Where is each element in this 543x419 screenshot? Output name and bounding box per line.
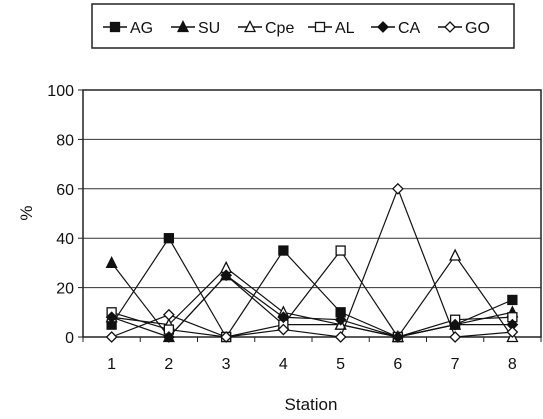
y-axis-title: %	[17, 205, 36, 220]
y-axis-ticks: 0 20 40 60 80 100	[47, 83, 83, 347]
legend-marker	[444, 21, 456, 33]
series-ca	[105, 269, 519, 343]
y-tick-label: 0	[65, 330, 74, 347]
legend-label: AG	[130, 20, 153, 37]
legend-item-su: SU	[171, 20, 220, 37]
x-tick-label: 1	[107, 356, 116, 373]
data-point-ca	[334, 313, 347, 326]
legend-item-ca: CA	[371, 20, 421, 37]
y-tick-label: 80	[56, 132, 74, 149]
data-point-ag	[163, 233, 175, 244]
y-tick-label: 20	[56, 281, 74, 298]
legend-marker	[243, 20, 257, 33]
legend-label: GO	[465, 20, 490, 37]
data-point-go	[220, 331, 233, 343]
legend-label: AL	[335, 20, 355, 37]
series-line-go	[111, 187, 513, 338]
gridlines	[83, 138, 541, 289]
data-point-su	[105, 255, 118, 269]
series-line-al	[111, 249, 513, 338]
data-point-ag	[507, 294, 518, 306]
legend-item-go: GO	[438, 20, 490, 37]
data-point-ca	[277, 311, 290, 324]
x-axis-ticks: 1 2 3 4 5 6 7 8	[82, 337, 542, 373]
data-point-go	[391, 182, 404, 195]
y-tick-label: 100	[47, 83, 74, 100]
data-point-go	[277, 323, 290, 336]
data-point-ca	[105, 311, 118, 324]
legend-item-al: AL	[308, 20, 355, 37]
x-tick-label: 7	[451, 356, 460, 373]
legend-item-cpe: Cpe	[238, 20, 294, 37]
legend-marker	[176, 20, 190, 33]
legend: AG SU Cpe AL CA GO	[91, 3, 515, 49]
x-tick-label: 4	[279, 356, 288, 373]
x-tick-label: 6	[393, 356, 402, 373]
legend-marker	[109, 21, 121, 33]
x-tick-label: 8	[508, 356, 517, 373]
data-point-go	[506, 326, 519, 338]
data-point-ca	[449, 318, 462, 331]
data-point-go	[449, 331, 462, 343]
y-tick-label: 60	[56, 182, 74, 199]
x-axis-title: Station	[285, 395, 338, 414]
legend-label: CA	[398, 20, 421, 37]
data-point-ag	[278, 245, 289, 256]
data-point-ca	[391, 331, 404, 343]
data-point-go	[105, 331, 118, 343]
series-go	[105, 182, 519, 343]
y-tick-label: 40	[56, 231, 74, 248]
legend-marker	[314, 21, 326, 33]
legend-label: Cpe	[265, 20, 294, 37]
data-point-go	[334, 331, 347, 343]
x-tick-label: 3	[222, 356, 231, 373]
x-tick-label: 5	[336, 356, 345, 373]
legend-marker	[377, 21, 389, 33]
legend-item-ag: AG	[103, 20, 153, 37]
data-point-ca	[220, 269, 233, 282]
series-line-ca	[111, 274, 513, 338]
data-point-ca	[162, 331, 175, 343]
data-point-cpe	[449, 248, 462, 261]
data-point-al	[335, 245, 346, 256]
series-layer	[105, 182, 519, 343]
legend-box	[91, 3, 515, 49]
plot-frame	[82, 89, 542, 338]
data-point-go	[162, 308, 175, 321]
legend-label: SU	[198, 20, 220, 37]
x-tick-label: 2	[164, 356, 173, 373]
